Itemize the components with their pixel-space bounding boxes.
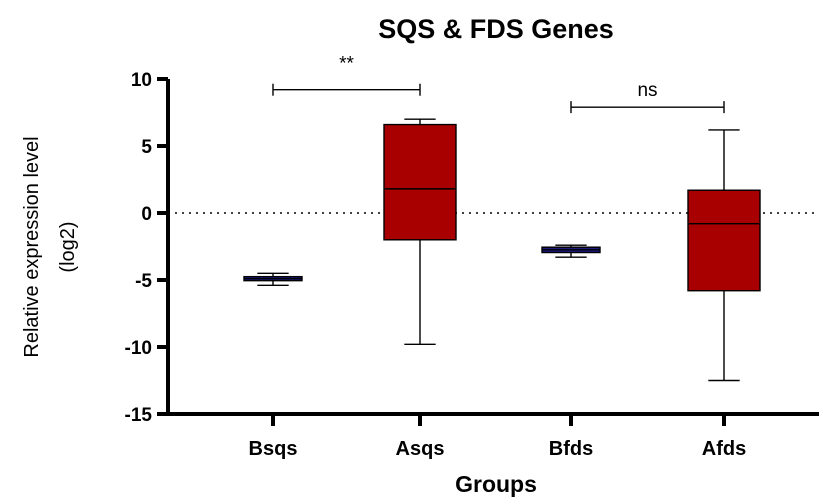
significance-label: ns bbox=[637, 80, 657, 101]
y-tick-label: 0 bbox=[141, 204, 152, 225]
significance-label: ** bbox=[339, 54, 354, 75]
x-axis-label: Groups bbox=[455, 471, 537, 497]
box-afds bbox=[687, 189, 761, 292]
box-asqs bbox=[383, 123, 457, 241]
y-axis-label-line-2: (log2) bbox=[57, 221, 79, 272]
y-tick-label: -15 bbox=[125, 405, 153, 426]
y-tick-label: 5 bbox=[141, 137, 152, 158]
y-tick-label: -10 bbox=[125, 338, 152, 359]
y-tick-label: -5 bbox=[135, 271, 152, 292]
chart-title: SQS & FDS Genes bbox=[378, 14, 614, 44]
y-axis-label: Relative expression level (log2) bbox=[21, 136, 79, 357]
plot-area: 10 5 0 -5 -10 -15 Bsqs Asqs Bfds Afds ** ns bbox=[125, 54, 819, 460]
y-tick-label: 10 bbox=[131, 70, 152, 91]
x-tick-label: Bsqs bbox=[249, 438, 298, 460]
x-tick-label: Bfds bbox=[549, 438, 593, 460]
x-tick-label: Afds bbox=[702, 438, 746, 460]
y-axis-label-line-1: Relative expression level bbox=[21, 136, 43, 357]
x-tick-label: Asqs bbox=[396, 438, 445, 460]
